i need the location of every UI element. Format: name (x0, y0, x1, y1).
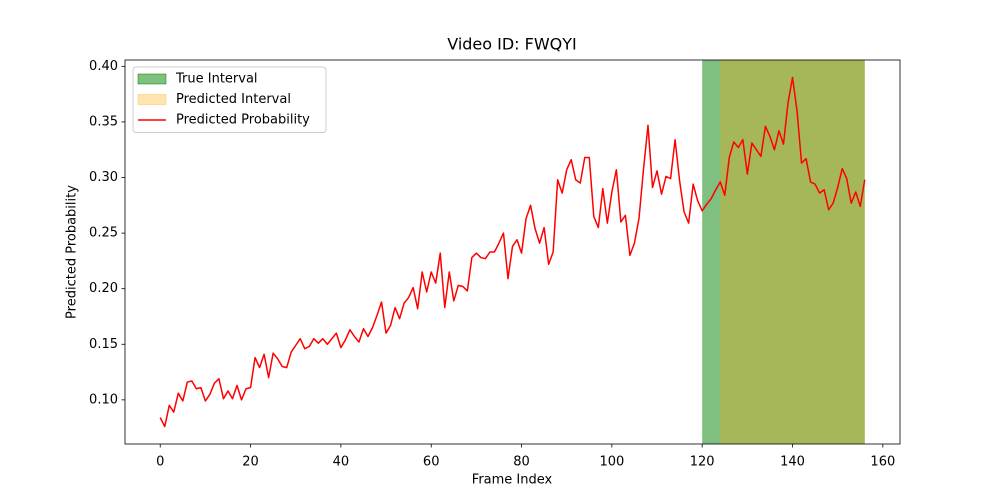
y-axis-label: Predicted Probability (65, 185, 80, 319)
x-tick-label: 80 (513, 455, 530, 470)
y-tick-label: 0.30 (89, 170, 118, 185)
legend-box (132, 66, 327, 133)
interval-span (720, 60, 865, 444)
axes-frame (124, 59, 901, 445)
interval-span (702, 60, 865, 444)
x-tick-label: 100 (599, 455, 624, 470)
legend-patch (137, 73, 167, 85)
y-tick-label: 0.40 (89, 59, 118, 74)
y-tick-label: 0.25 (89, 226, 118, 241)
legend-label: Predicted Interval (176, 92, 291, 107)
x-tick-label: 0 (156, 455, 164, 470)
legend-label: True Interval (175, 72, 258, 87)
x-axis-label: Frame Index (472, 473, 553, 488)
y-tick-label: 0.15 (89, 337, 118, 352)
x-tick-label: 140 (780, 455, 805, 470)
x-tick-label: 40 (333, 455, 350, 470)
x-tick-label: 160 (870, 455, 895, 470)
x-tick-label: 20 (242, 455, 259, 470)
x-tick-label: 120 (690, 455, 715, 470)
y-tick-label: 0.10 (89, 392, 118, 407)
x-tick-label: 60 (423, 455, 440, 470)
probability-line (159, 76, 866, 428)
y-tick-label: 0.35 (89, 114, 118, 129)
chart-title: Video ID: FWQYI (447, 35, 577, 54)
y-tick-label: 0.20 (89, 281, 118, 296)
legend-label: Predicted Probability (176, 113, 310, 128)
legend-patch (137, 94, 167, 105)
